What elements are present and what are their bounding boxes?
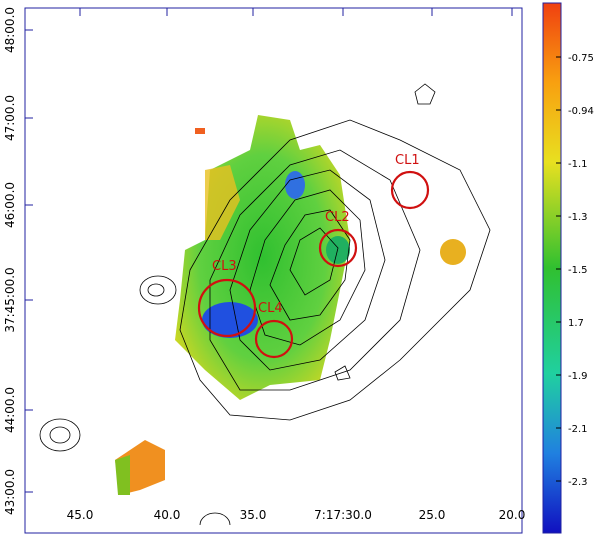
emission-map (115, 455, 130, 495)
colorbar-tick-label: -1.5 (568, 265, 588, 276)
x-tick-label: 35.0 (240, 508, 267, 522)
colorbar-tick-label: -0.94 (568, 106, 594, 117)
colorbar-tick-label: -1.9 (568, 371, 588, 382)
emission-map (205, 165, 240, 240)
cluster-label: CL3 (212, 259, 237, 274)
y-tick-label: 44:00.0 (3, 387, 17, 433)
colorbar-tick-label: -0.75 (568, 53, 594, 64)
cluster-label: CL1 (395, 153, 420, 168)
colorbar-tick-label: -2.1 (568, 424, 588, 435)
x-tick-label: 40.0 (154, 508, 181, 522)
x-tick-label: 7:17:30.0 (314, 508, 372, 522)
contours (39, 83, 491, 526)
colorbar-tick-label: -2.3 (568, 477, 588, 488)
x-tick-label: 25.0 (419, 508, 446, 522)
x-tick-label: 20.0 (499, 508, 526, 522)
y-tick-label: 37:45:00.0 (3, 267, 17, 332)
colorbar-tick-label: -1.3 (568, 212, 588, 223)
emission-map (285, 171, 305, 199)
y-tick-label: 47:00.0 (3, 95, 17, 141)
emission-map (440, 239, 466, 265)
cluster-circle (390, 170, 430, 210)
colorbar (542, 2, 562, 534)
cluster-label: CL2 (325, 210, 350, 225)
cluster-circle (254, 319, 294, 359)
cluster-label: CL4 (258, 301, 283, 316)
colorbar-tick-label: 1.7 (568, 318, 584, 329)
x-tick-label: 45.0 (67, 508, 94, 522)
cluster-circle (318, 228, 358, 268)
y-tick-label: 48:00.0 (3, 7, 17, 53)
colorbar-tick-label: -1.1 (568, 159, 588, 170)
emission-map (195, 128, 205, 134)
y-tick-label: 46:00.0 (3, 182, 17, 228)
emission-map (326, 236, 350, 264)
cluster-circle (197, 278, 257, 338)
plot-area: CL1 CL2 CL3 CL4 (24, 7, 523, 534)
y-tick-label: 43:00.0 (3, 469, 17, 515)
